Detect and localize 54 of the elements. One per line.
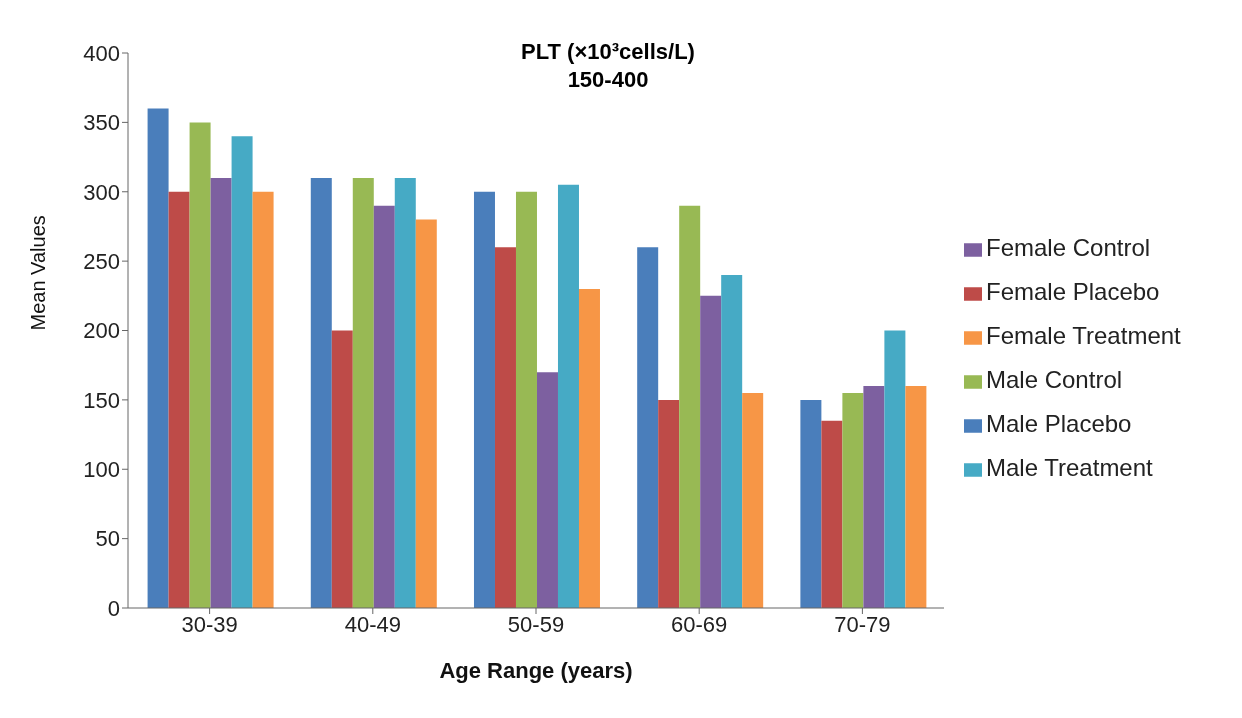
bar <box>394 177 416 608</box>
bar <box>536 372 558 608</box>
legend-label: Male Treatment <box>986 454 1153 481</box>
bar <box>742 392 764 608</box>
bar <box>842 392 864 608</box>
text: 150-400 <box>566 66 650 94</box>
bar <box>494 247 516 608</box>
bar <box>147 108 169 608</box>
bar <box>637 247 659 608</box>
y-tick-label: 350 <box>83 110 120 136</box>
x-tick-label: 40-49 <box>344 611 401 637</box>
bar <box>168 191 190 608</box>
bar <box>679 205 701 608</box>
bar <box>800 399 822 608</box>
bar <box>578 288 600 608</box>
legend-label: Male Control <box>986 366 1123 393</box>
y-tick-label: 0 <box>107 595 120 621</box>
bar <box>515 191 537 608</box>
legend-label: Female Control <box>986 234 1151 261</box>
legend-label: Female Placebo <box>986 278 1160 305</box>
bar <box>473 191 495 608</box>
chart-title: PLT (×10³cells/L) <box>520 38 696 66</box>
bar <box>863 386 885 608</box>
bar <box>310 177 332 608</box>
bar <box>658 399 680 608</box>
y-tick-label: 150 <box>83 387 120 413</box>
bar <box>252 191 274 608</box>
bar <box>700 295 722 608</box>
x-tick-label: 50-59 <box>507 611 565 637</box>
bar <box>331 330 353 608</box>
y-tick-label: 400 <box>83 40 120 66</box>
legend-label: Female Treatment <box>986 322 1181 349</box>
x-tick-label: 30-39 <box>181 611 238 637</box>
bar <box>821 420 843 608</box>
x-axis-title: Age Range (years) <box>439 658 633 683</box>
bar <box>884 330 906 608</box>
bar <box>189 122 211 608</box>
y-tick-label: 250 <box>83 248 120 274</box>
x-tick-label: 60-69 <box>671 611 728 637</box>
y-axis-title: Mean Values <box>27 215 50 331</box>
y-tick-label: 200 <box>83 318 120 344</box>
bar <box>352 177 374 608</box>
bar <box>373 205 395 608</box>
bar <box>557 184 579 608</box>
bar <box>231 136 253 608</box>
bar <box>721 275 743 608</box>
bar <box>415 219 437 608</box>
legend-label: Male Placebo <box>986 410 1132 437</box>
x-tick-label: 70-79 <box>834 611 891 637</box>
y-tick-label: 300 <box>83 179 120 205</box>
bar <box>210 177 232 608</box>
y-tick-label: 50 <box>95 526 120 552</box>
y-tick-label: 100 <box>83 457 120 483</box>
bar <box>905 386 927 608</box>
